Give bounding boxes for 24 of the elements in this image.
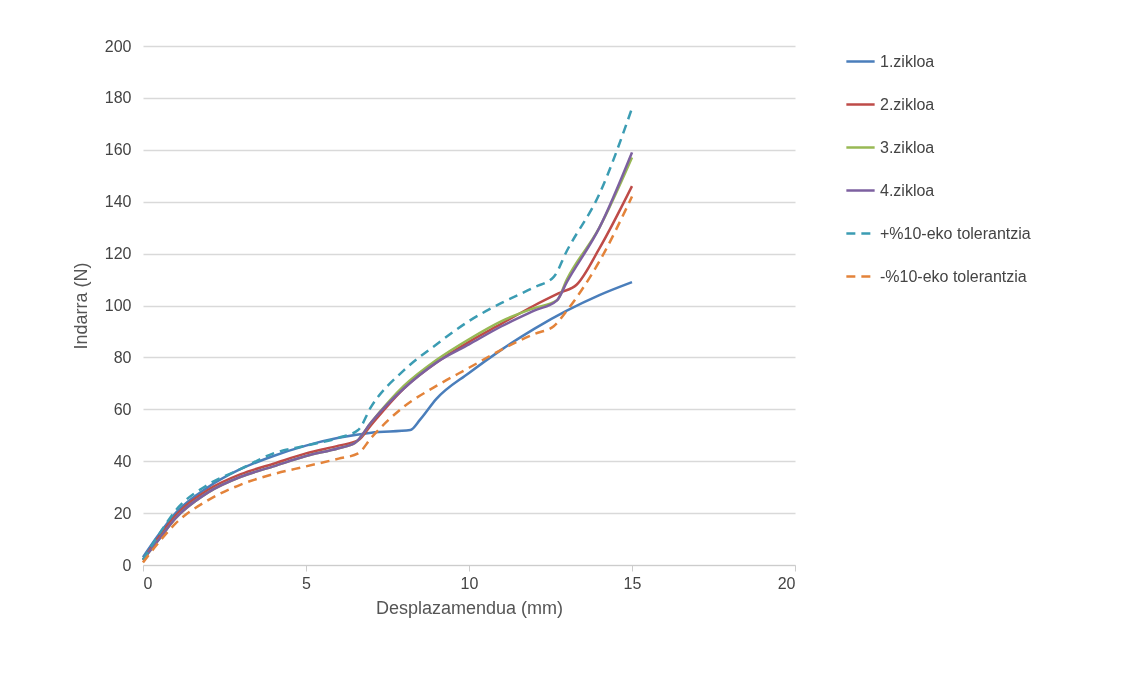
x-tick-label: 15 (623, 574, 642, 592)
x-axis-title: Desplazamendua (mm) (375, 597, 564, 618)
y-tick-label: 20 (113, 504, 132, 522)
x-tick-label: 0 (143, 574, 153, 592)
y-tick-label: 180 (104, 89, 132, 107)
y-tick-label: 200 (104, 37, 132, 55)
y-axis-title: Indarra (N) (70, 262, 91, 350)
legend-label: 4.zikloa (880, 181, 935, 199)
y-tick-label: 40 (113, 452, 132, 470)
legend-label: 3.zikloa (880, 138, 935, 156)
y-tick-label: 160 (104, 141, 132, 159)
y-tick-label: 100 (104, 297, 132, 314)
y-tick-label: 140 (104, 193, 132, 211)
x-tick-label: 5 (302, 574, 312, 592)
x-tick-label: 10 (460, 574, 479, 592)
y-tick-label: 120 (104, 245, 132, 263)
y-tick-label: 80 (113, 348, 132, 366)
legend-label: -%10-eko tolerantzia (880, 267, 1027, 285)
legend-label: 1.zikloa (880, 52, 935, 70)
x-tick-label: 20 (777, 574, 796, 592)
y-tick-label: 60 (113, 400, 132, 418)
legend-label: +%10-eko tolerantzia (880, 224, 1031, 242)
y-tick-label: 0 (122, 556, 132, 574)
legend-label: 2.zikloa (880, 95, 935, 113)
